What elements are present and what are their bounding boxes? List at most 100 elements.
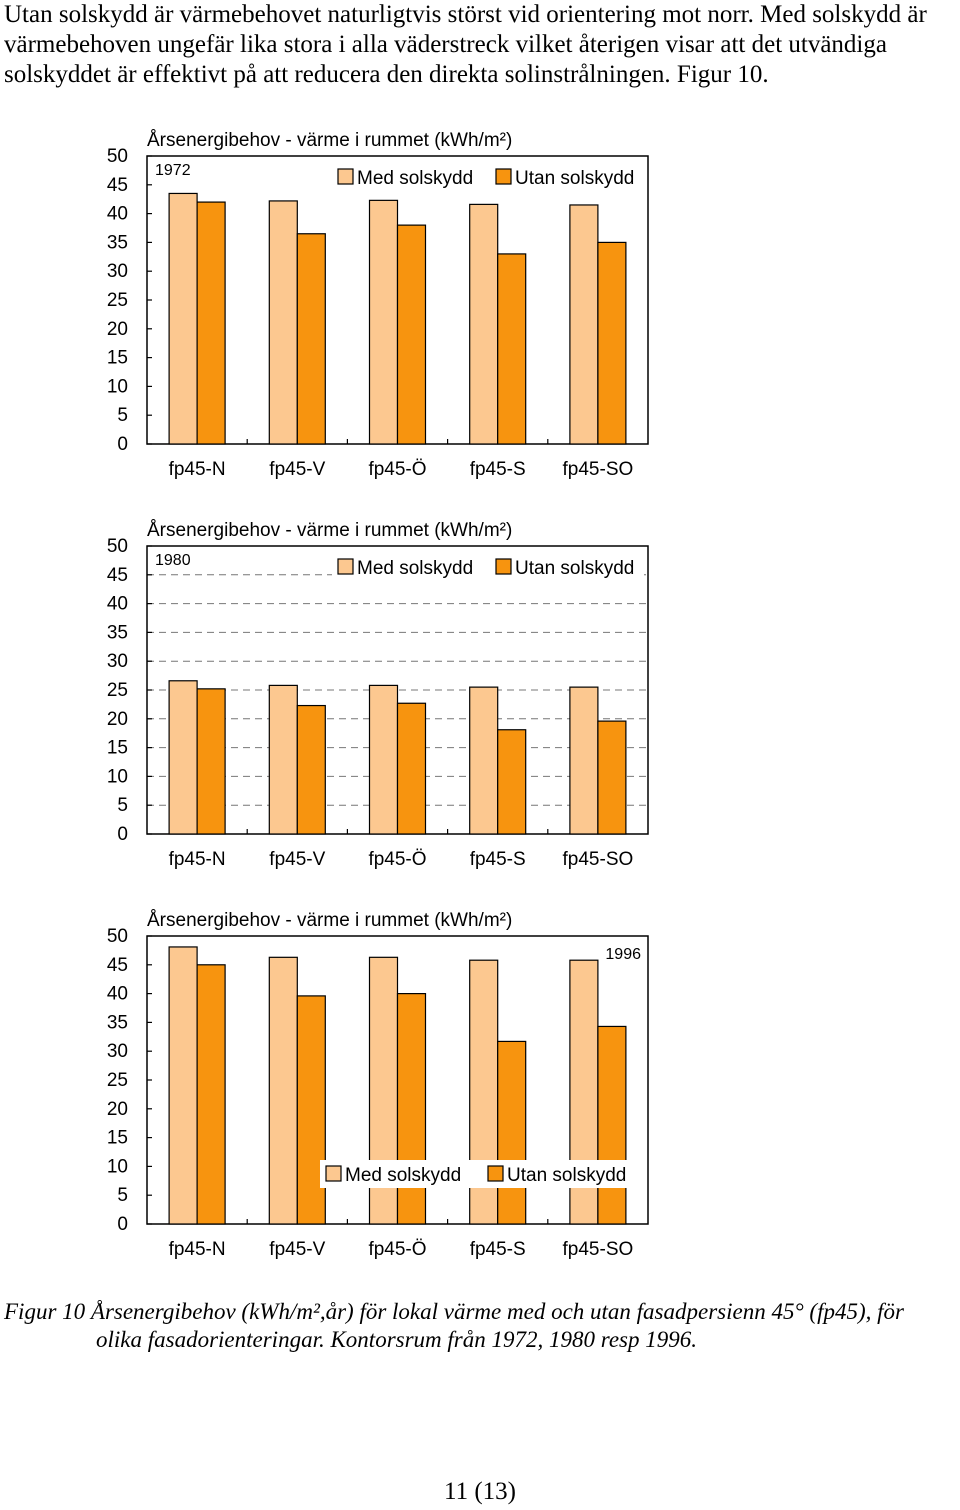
bar-med-solskydd: [469, 686, 499, 835]
x-tick-label: fp45-N: [169, 1239, 226, 1260]
x-tick-label: fp45-N: [169, 849, 226, 870]
y-tick-label: 0: [117, 434, 128, 455]
bar-utan-solskydd: [497, 253, 527, 445]
year-label: 1980: [155, 552, 191, 569]
x-tick-label: fp45-S: [470, 849, 526, 870]
y-tick-label: 10: [107, 376, 128, 397]
legend-label: Med solskydd: [357, 168, 473, 189]
legend-swatch: [495, 168, 512, 185]
y-tick-label: 40: [107, 594, 128, 615]
legend-label: Utan solskydd: [507, 1165, 626, 1186]
y-tick-label: 50: [107, 536, 128, 557]
bar-utan-solskydd: [396, 992, 427, 1225]
x-tick-label: fp45-SO: [563, 849, 634, 870]
bar-utan-solskydd: [296, 704, 326, 835]
bar-utan-solskydd: [196, 201, 226, 445]
bar-med-solskydd: [569, 686, 599, 835]
bar-med-solskydd: [569, 204, 599, 445]
bar-utan-solskydd: [497, 729, 527, 835]
bar-med-solskydd: [168, 192, 198, 445]
x-tick-label: fp45-S: [470, 1239, 526, 1260]
bar-med-solskydd: [168, 680, 198, 835]
y-tick-label: 30: [107, 261, 128, 282]
y-tick-label: 20: [107, 319, 128, 340]
y-tick-label: 30: [107, 651, 128, 672]
y-tick-label: 50: [107, 926, 128, 947]
chart-title: Årsenergibehov - värme i rummet (kWh/m²): [147, 910, 512, 931]
chart-title: Årsenergibehov - värme i rummet (kWh/m²): [147, 520, 512, 541]
bar-utan-solskydd: [396, 702, 427, 835]
bar-utan-solskydd: [597, 241, 627, 445]
chart-1996: 0 5 10 15 20 25 30 35 40 45 50 fp45-N fp45-V fp45-Ö fp…: [107, 910, 649, 1260]
bar-med-solskydd: [469, 203, 499, 445]
intro-paragraph: Utan solskydd är värmebehovet naturligtv…: [4, 1, 927, 88]
y-tick-label: 5: [117, 1185, 128, 1206]
y-tick-label: 20: [107, 1099, 128, 1120]
bar-utan-solskydd: [196, 964, 226, 1225]
y-tick-label: 25: [107, 680, 128, 701]
legend-box: [332, 163, 644, 191]
legend-label: Med solskydd: [357, 558, 473, 579]
y-tick-label: 15: [107, 348, 128, 369]
y-tick-label: 0: [117, 1214, 128, 1235]
y-tick-label: 5: [117, 795, 128, 816]
legend-label: Utan solskydd: [515, 558, 634, 579]
x-tick-label: fp45-S: [470, 459, 526, 480]
legend-swatch: [487, 1165, 504, 1182]
bar-med-solskydd: [168, 946, 198, 1225]
y-tick-label: 45: [107, 565, 128, 586]
x-tick-label: fp45-V: [269, 1239, 325, 1260]
legend-swatch: [337, 558, 354, 575]
y-tick-label: 5: [117, 405, 128, 426]
bar-utan-solskydd: [296, 233, 326, 445]
y-tick-label: 15: [107, 1128, 128, 1149]
caption-text-line-1: Årsenergibehov (kWh/m²,år) för lokal vär…: [90, 1299, 904, 1324]
x-tick-label: fp45-V: [269, 849, 325, 870]
y-tick-label: 15: [107, 738, 128, 759]
y-tick-label: 45: [107, 955, 128, 976]
y-tick-label: 50: [107, 146, 128, 167]
y-tick-label: 35: [107, 1012, 128, 1033]
y-tick-label: 10: [107, 1156, 128, 1177]
legend-label: Utan solskydd: [515, 168, 634, 189]
year-label: 1996: [605, 946, 641, 963]
legend-label: Med solskydd: [345, 1165, 461, 1186]
y-tick-label: 25: [107, 1070, 128, 1091]
bar-utan-solskydd: [597, 1025, 627, 1225]
chart-title: Årsenergibehov - värme i rummet (kWh/m²): [147, 130, 512, 151]
x-tick-label: fp45-Ö: [368, 1239, 426, 1260]
page-number: 11 (13): [444, 1478, 516, 1505]
bar-med-solskydd: [368, 684, 399, 835]
y-tick-label: 40: [107, 984, 128, 1005]
bar-med-solskydd: [368, 199, 399, 445]
y-tick-label: 45: [107, 175, 128, 196]
chart-1972: 0 5 10 15 20 25 30 35 40 45 50 fp45-N fp45-V fp45-Ö fp…: [107, 130, 649, 480]
caption-label: Figur 10: [4, 1299, 86, 1324]
legend-swatch: [337, 168, 354, 185]
bar-med-solskydd: [268, 956, 298, 1225]
legend-box: [332, 553, 644, 581]
bar-med-solskydd: [268, 200, 298, 445]
y-tick-label: 0: [117, 824, 128, 845]
bar-utan-solskydd: [196, 688, 226, 835]
x-tick-label: fp45-SO: [563, 1239, 634, 1260]
year-label: 1972: [155, 162, 191, 179]
chart-1980: 0 5 10 15 20 25 30 35 40 45 50 fp45-N fp45-V fp45-Ö fp…: [107, 520, 649, 870]
bar-utan-solskydd: [296, 995, 326, 1225]
x-tick-label: fp45-Ö: [368, 459, 426, 480]
legend-swatch: [495, 558, 512, 575]
bar-utan-solskydd: [597, 720, 627, 835]
y-tick-label: 35: [107, 232, 128, 253]
figure-caption: Figur 10 Årsenergibehov (kWh/m²,år) för …: [4, 1298, 959, 1354]
x-tick-label: fp45-N: [169, 459, 226, 480]
x-tick-label: fp45-SO: [563, 459, 634, 480]
legend-swatch: [325, 1165, 342, 1182]
bar-utan-solskydd: [497, 1040, 527, 1225]
y-tick-label: 30: [107, 1041, 128, 1062]
bar-utan-solskydd: [396, 224, 427, 445]
y-tick-label: 10: [107, 766, 128, 787]
caption-text-line-2: olika fasadorienteringar. Kontorsrum frå…: [96, 1327, 698, 1352]
legend-box: [320, 1160, 644, 1188]
bar-med-solskydd: [268, 684, 298, 835]
y-tick-label: 40: [107, 204, 128, 225]
